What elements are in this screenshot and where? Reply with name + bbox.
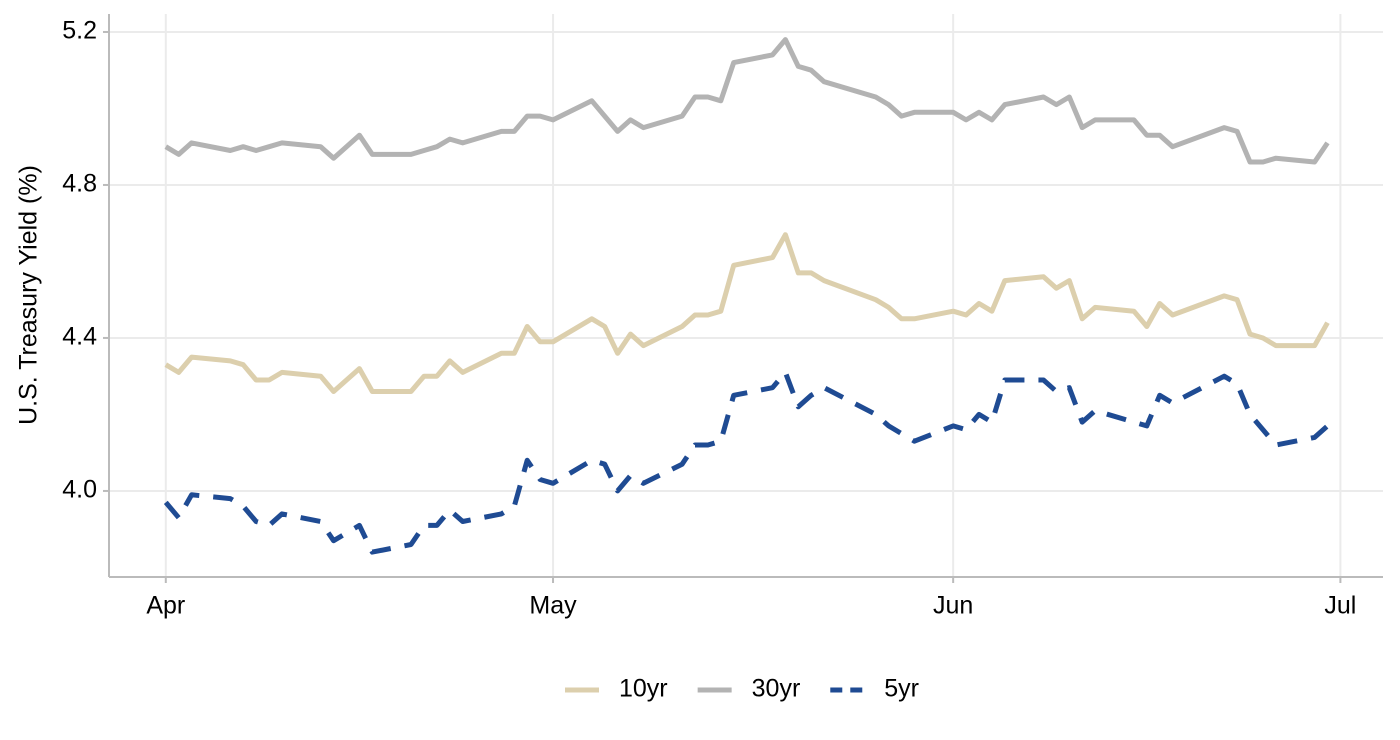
y-axis-title: U.S. Treasury Yield (%) <box>15 165 43 425</box>
legend-label: 5yr <box>884 675 919 703</box>
y-tick-label: 4.8 <box>62 170 97 198</box>
legend-label: 10yr <box>619 675 668 703</box>
x-tick-label: Apr <box>146 592 185 620</box>
series-line <box>164 37 1330 165</box>
x-tick-label: May <box>529 592 577 620</box>
y-tick-label: 5.2 <box>62 17 97 45</box>
series-line <box>164 232 1330 394</box>
y-tick-label: 4.4 <box>62 323 97 351</box>
y-tick-label: 4.0 <box>62 476 97 504</box>
legend-label: 30yr <box>752 675 801 703</box>
series-line <box>163 369 1330 555</box>
x-tick-label: Jul <box>1324 592 1356 620</box>
x-tick-label: Jun <box>933 592 973 620</box>
